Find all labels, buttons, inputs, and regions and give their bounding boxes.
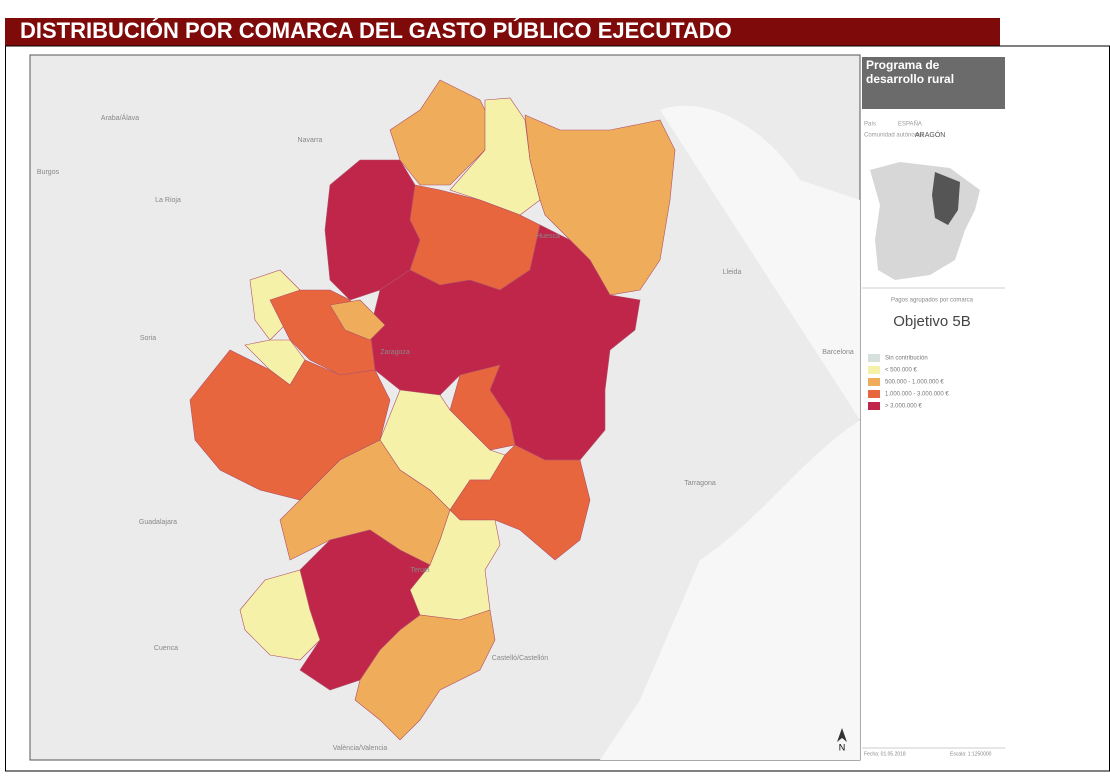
coast-area: [600, 105, 860, 761]
place-label: Soria: [140, 335, 156, 342]
place-label: València/Valencia: [333, 745, 388, 752]
legend-swatch: [868, 402, 880, 410]
region-label: Comunidad autónoma: [864, 133, 924, 139]
place-label: Cuenca: [154, 645, 178, 652]
legend-label: Sin contribución: [885, 356, 928, 362]
place-label: Navarra: [298, 137, 323, 144]
north-icon: [837, 728, 847, 742]
place-labels: Araba/Álava Navarra Burgos La Rioja Soria Zar…: [37, 113, 854, 752]
legend-swatch: [868, 390, 880, 398]
legend-title: Objetivo 5B: [893, 313, 971, 330]
legend-swatch: [868, 378, 880, 386]
legend-label: < 500.000 €: [885, 368, 918, 374]
legend-caption: Pagos agrupados por comarca: [891, 298, 974, 304]
legend-label: 1.000.000 - 3.000.000 €: [885, 392, 949, 398]
panel-title-box: [862, 57, 1005, 109]
comarca: [524, 114, 676, 296]
place-label: Castelló/Castellón: [492, 655, 549, 662]
spain-map: [870, 162, 980, 280]
comarcas: [189, 79, 676, 741]
place-label: La Rioja: [155, 197, 181, 204]
place-label: Tarragona: [684, 480, 716, 487]
header-bar: [5, 18, 1000, 46]
legend-swatch: [868, 366, 880, 374]
place-label: Araba/Álava: [101, 113, 139, 122]
place-label: Burgos: [37, 169, 60, 176]
place-label: Lleida: [723, 269, 742, 276]
legend-label: > 3.000.000 €: [885, 404, 923, 410]
region: ARAGÓN: [915, 130, 945, 139]
legend-swatch: [868, 354, 880, 362]
date: Fecha: 01.05.2018: [864, 751, 906, 757]
comarca: [239, 569, 321, 661]
place-label: Teruel: [410, 567, 430, 574]
place-label: Huesca: [536, 233, 560, 240]
panel-title-wrap: Programa de desarrollo rural: [866, 58, 955, 86]
north-arrow: N: [839, 742, 846, 752]
header-title: DISTRIBUCIÓN POR COMARCA DEL GASTO PÚBLI…: [20, 18, 732, 43]
place-label: Guadalajara: [139, 519, 177, 526]
scale: Escala: 1:1250000: [950, 751, 992, 757]
comarca: [449, 97, 541, 216]
comarca: [449, 444, 591, 561]
legend-label: 500.000 - 1.000.000 €: [885, 380, 944, 386]
panel-title: Programa de desarrollo rural: [866, 58, 955, 86]
country: ESPAÑA: [898, 121, 922, 128]
place-label: Zaragoza: [380, 349, 410, 356]
legend: Sin contribución < 500.000 € 500.000 - 1.0…: [868, 354, 949, 410]
aragon-highlight: [932, 172, 960, 225]
comarca: [354, 609, 496, 741]
comarca: [329, 299, 386, 341]
comarca: [189, 349, 391, 501]
country-label: País: [864, 122, 876, 128]
place-label: Barcelona: [822, 349, 854, 356]
comarca: [369, 224, 641, 461]
